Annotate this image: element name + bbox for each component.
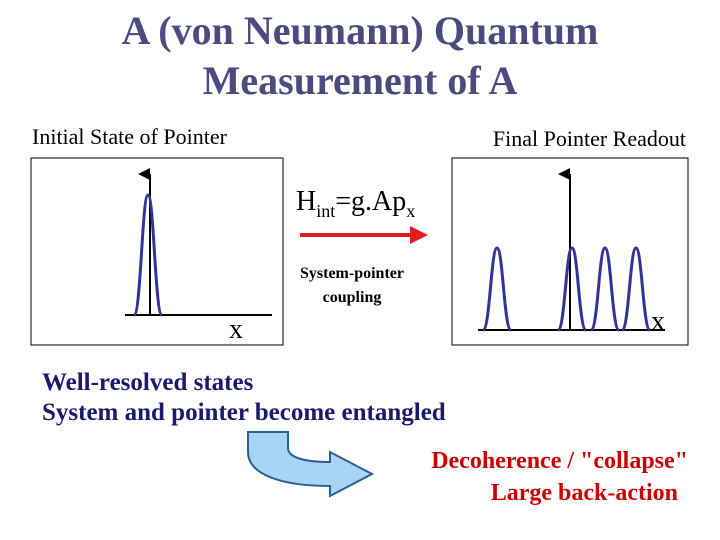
axis-label: x: [651, 306, 665, 337]
panel-box: [451, 157, 689, 346]
coupling-label: coupling: [323, 289, 382, 306]
panel-label: Final Pointer Readout: [493, 126, 686, 151]
h-mid: =g.Ap: [335, 186, 406, 217]
hamiltonian: Hint=g.Apx: [296, 186, 415, 221]
peak: [589, 246, 621, 332]
coupling-arrowhead: [410, 226, 428, 244]
peak: [481, 246, 513, 332]
result: Decoherence / "collapse": [431, 448, 688, 474]
result: Large back-action: [491, 480, 678, 506]
curved-arrow: [247, 431, 375, 498]
h-sub: int: [316, 201, 335, 221]
title-line: A (von Neumann) Quantum: [122, 8, 599, 53]
title-line: Measurement of A: [203, 58, 518, 103]
panel-box: [30, 157, 284, 346]
h-base: H: [296, 186, 316, 217]
axis-label: x: [229, 314, 243, 345]
note: Well-resolved states: [42, 369, 254, 396]
h-sub: x: [406, 201, 415, 221]
note: System and pointer become entangled: [42, 399, 446, 426]
peak: [132, 193, 164, 317]
peak: [620, 246, 652, 332]
peak: [556, 246, 588, 332]
panel-label: Initial State of Pointer: [32, 124, 228, 149]
coupling-label: System-pointer: [300, 265, 404, 282]
